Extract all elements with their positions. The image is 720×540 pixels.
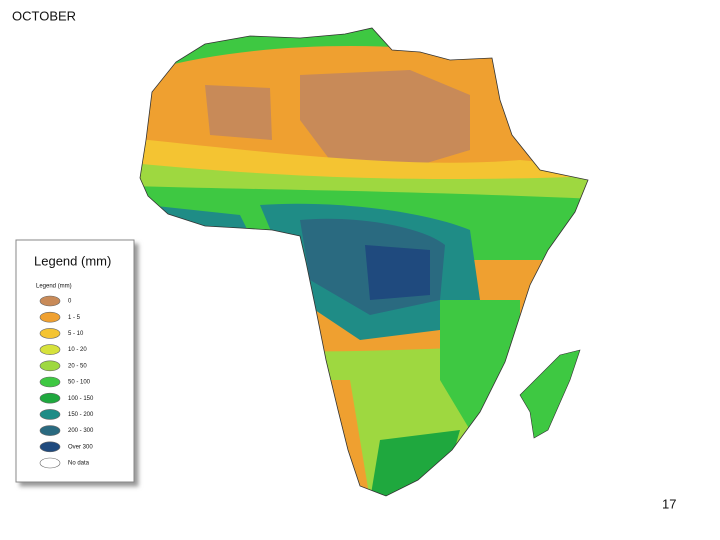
legend-swatch <box>39 425 61 436</box>
coastline <box>139 27 589 497</box>
legend-swatch <box>39 376 61 388</box>
legend-swatch <box>39 441 61 453</box>
legend-box <box>15 239 135 483</box>
page-number: 17 <box>662 496 676 511</box>
legend-label: 200 - 300 <box>68 428 94 434</box>
legend-label: 10 - 20 <box>68 347 87 353</box>
legend-swatch <box>39 392 61 404</box>
legend-title: Legend (mm) <box>34 253 111 268</box>
legend-swatch <box>39 360 61 372</box>
legend-swatch <box>39 344 61 355</box>
legend-label: 1 - 5 <box>68 315 81 321</box>
legend-swatch <box>39 457 61 469</box>
map-title: OCTOBER <box>12 8 76 23</box>
legend-swatch <box>39 328 61 339</box>
legend-swatch <box>39 311 61 323</box>
legend-label: 0 <box>68 299 72 305</box>
legend-label: 150 - 200 <box>68 412 94 418</box>
legend-label: 50 - 100 <box>68 380 91 386</box>
legend-label: Over 300 <box>68 444 93 450</box>
legend-label: 100 - 150 <box>68 396 94 402</box>
legend-swatch <box>39 409 61 420</box>
legend-label: 20 - 50 <box>68 363 87 369</box>
legend-swatch <box>39 295 61 307</box>
legend-label: 5 - 10 <box>68 331 84 337</box>
legend-subtitle: Legend (mm) <box>36 284 72 290</box>
madagascar <box>519 349 581 439</box>
africa-map <box>140 28 588 496</box>
legend-label: No data <box>68 461 90 467</box>
legend: Legend (mm) Legend (mm) 0 1 - 5 5 - 10 10 -… <box>15 239 135 483</box>
